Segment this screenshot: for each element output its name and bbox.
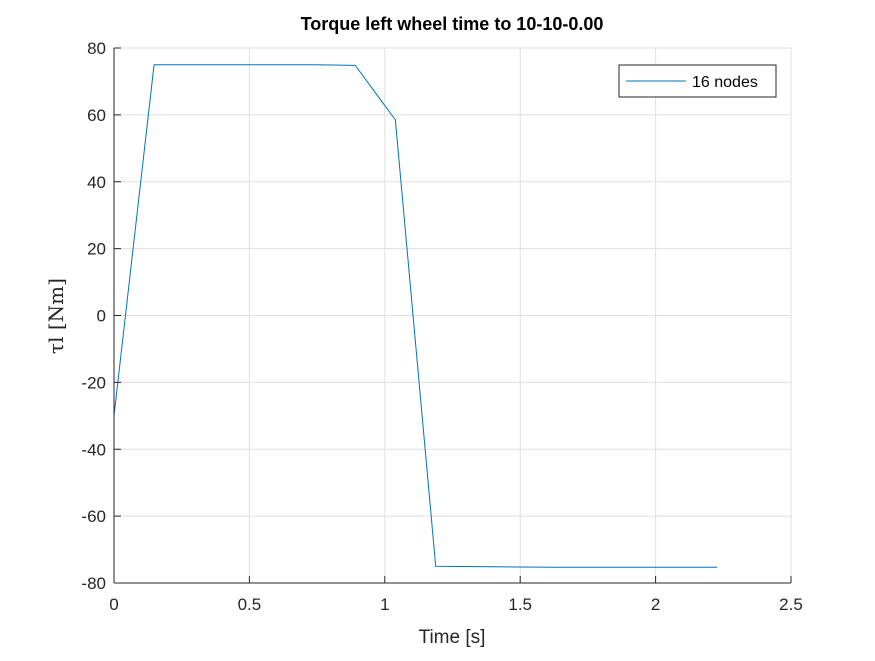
x-tick-label-3: 1.5: [508, 595, 532, 614]
grid-lines: [113, 47, 792, 584]
x-tick-label-0: 0: [109, 595, 118, 614]
x-tick-label-4: 2: [651, 595, 660, 614]
y-tick-label-0: 80: [87, 39, 106, 58]
legend-label: 16 nodes: [692, 74, 758, 91]
y-tick-label-1: 60: [87, 106, 106, 125]
x-tick-label-2: 1: [380, 595, 389, 614]
y-axis-label: τl [Nm]: [44, 278, 68, 354]
y-tick-label-7: -60: [81, 507, 106, 526]
y-tick-label-6: -40: [81, 440, 106, 459]
y-tick-label-2: 40: [87, 173, 106, 192]
legend: 16 nodes: [618, 64, 777, 98]
axes: [113, 47, 792, 584]
y-tick-label-3: 20: [87, 240, 106, 259]
x-axis-label: Time [s]: [419, 627, 486, 648]
y-tick-label-4: 0: [97, 307, 106, 326]
y-tick-label-5: -20: [81, 373, 106, 392]
series-line-0: [113, 64, 718, 568]
x-tick-label-5: 2.5: [779, 595, 803, 614]
chart-title: Torque left wheel time to 10-10-0.00: [301, 14, 604, 34]
plot-area: [113, 64, 718, 568]
x-tick-label-1: 0.5: [238, 595, 262, 614]
tick-labels: 0 0.5 1 1.5 2 2.5 80 60 40 20 0 -20 -40 -60 -80: [81, 39, 802, 614]
y-tick-label-8: -80: [81, 574, 106, 593]
